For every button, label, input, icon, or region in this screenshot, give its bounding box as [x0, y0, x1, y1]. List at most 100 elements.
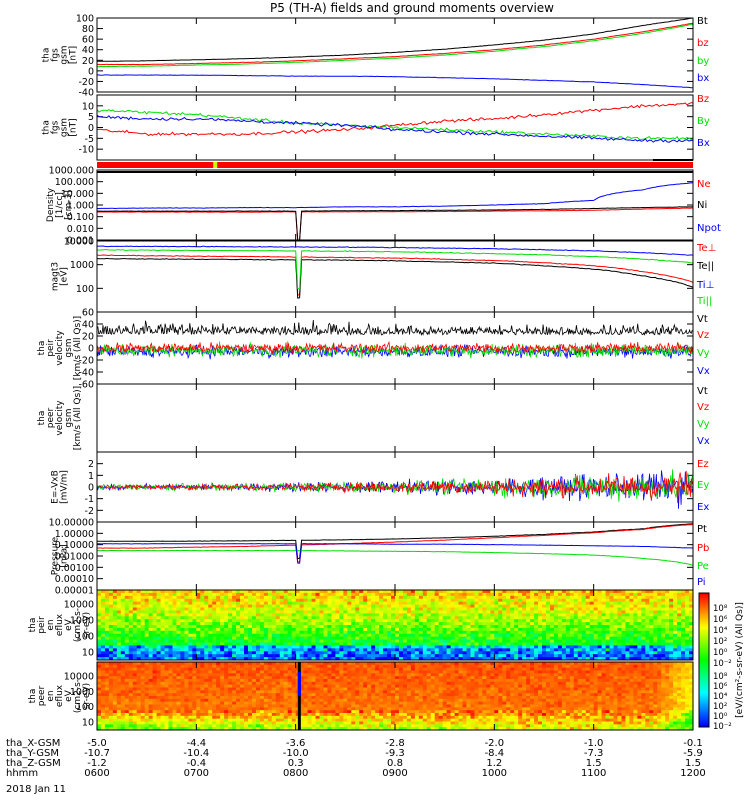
spectrogram-cell [295, 622, 301, 626]
spectrogram-cell [494, 657, 499, 660]
spectrogram-cell [625, 595, 631, 600]
spectrogram-cell [323, 627, 329, 632]
spectrogram-cell [454, 657, 460, 660]
spectrogram-cell [418, 627, 424, 632]
spectrogram-cell [653, 601, 658, 606]
spectrogram-cell [144, 670, 150, 674]
spectrogram-cell [116, 616, 122, 620]
spectrogram-cell [124, 651, 130, 655]
spectrogram-cell [104, 642, 110, 647]
spectrogram-cell [335, 651, 340, 655]
spectrogram-cell [208, 645, 213, 649]
spectrogram-cell [371, 639, 376, 644]
spectrogram-cell [259, 607, 265, 612]
spectrogram-cell [430, 604, 436, 609]
spectrogram-cell [553, 639, 559, 644]
spectrogram-cell [383, 592, 388, 597]
spectrogram-cell [490, 601, 495, 606]
spectrogram-cell [629, 622, 634, 626]
spectrogram-cell [216, 598, 221, 603]
spectrogram-cell [343, 625, 348, 629]
spectrogram-cell [164, 607, 170, 612]
spectrogram-cell [585, 601, 591, 606]
spectrogram-cell [573, 639, 579, 644]
spectrogram-cell [454, 607, 460, 612]
y-tick-label: 10000 [64, 672, 94, 683]
spectrogram-cell [263, 607, 269, 612]
spectrogram-cell [605, 590, 611, 594]
spectrogram-cell [315, 636, 321, 641]
spectrogram-cell [132, 690, 138, 694]
spectrogram-cell [244, 598, 249, 603]
spectrogram-cell [152, 633, 158, 638]
spectrogram-cell [295, 657, 301, 660]
spectrogram-cell [184, 622, 189, 626]
spectrogram-cell [414, 642, 420, 647]
spectrogram-cell [351, 607, 356, 612]
spectrogram-cell [108, 690, 114, 694]
spectrogram-cell [351, 619, 356, 623]
spectrogram-cell [112, 619, 118, 623]
legend-Ez: Ez [697, 459, 709, 470]
spectrogram-cell [617, 627, 623, 632]
spectrogram-cell [585, 651, 591, 655]
spectrogram-cell [577, 645, 583, 649]
spectrogram-cell [549, 639, 555, 644]
spectrogram-cell [236, 633, 241, 638]
spectrogram-cell [573, 610, 579, 614]
spectrogram-cell [565, 601, 571, 606]
spectrogram-cell [192, 704, 197, 708]
spectrogram-cell [220, 670, 225, 674]
spectrogram-cell [685, 636, 690, 641]
spectrogram-cell [247, 664, 253, 669]
spectrogram-cell [406, 598, 412, 603]
spectrogram-cell [593, 616, 599, 620]
spectrogram-cell [283, 598, 289, 603]
spectrogram-cell [172, 696, 178, 700]
spectrogram-cell [295, 648, 301, 652]
spectrogram-cell [176, 698, 182, 703]
spectrogram-cell [228, 639, 233, 644]
spectrogram-cell [228, 662, 233, 666]
spectrogram-cell [681, 622, 686, 626]
spectrogram-cell [406, 616, 412, 620]
spectrogram-cell [224, 707, 229, 711]
spectrogram-cell [244, 648, 249, 652]
spectrogram-cell [347, 639, 352, 644]
spectrogram-cell [553, 610, 559, 614]
spectrogram-cell [649, 616, 654, 620]
spectrogram-cell [363, 642, 368, 647]
spectrogram-cell [617, 610, 623, 614]
spectrogram-cell [184, 715, 189, 720]
spectrogram-cell [307, 633, 313, 638]
spectrogram-cell [406, 639, 412, 644]
spectrogram-cell [136, 630, 142, 635]
spectrogram-cell [402, 598, 408, 603]
spectrogram-cell [204, 710, 209, 714]
spectrogram-cell [339, 645, 344, 649]
spectrogram-cell [200, 619, 205, 623]
spectrogram-cell [383, 636, 388, 641]
spectrogram-cell [462, 642, 468, 647]
spectrogram-cell [450, 642, 456, 647]
spectrogram-cell [379, 622, 384, 626]
spectrogram-cell [549, 633, 555, 638]
spectrogram-cell [621, 645, 627, 649]
spectrogram-cell [216, 651, 221, 655]
spectrogram-cell [168, 622, 174, 626]
spectrogram-cell [494, 633, 499, 638]
spectrogram-cell [526, 639, 531, 644]
spectrogram-cell [132, 721, 138, 725]
spectrogram-cell [295, 601, 301, 606]
spectrogram-cell [176, 718, 182, 723]
spectrogram-cell [216, 619, 221, 623]
spectrogram-cell [430, 657, 436, 660]
spectrogram-cell [140, 627, 146, 632]
spectrogram-cell [228, 633, 233, 638]
spectrogram-cell [383, 654, 388, 658]
spectrogram-cell [255, 595, 261, 600]
spectrogram-cell [160, 607, 166, 612]
spectrogram-cell [561, 598, 567, 603]
spectrogram-cell [685, 619, 690, 623]
spectrogram-cell [136, 642, 142, 647]
